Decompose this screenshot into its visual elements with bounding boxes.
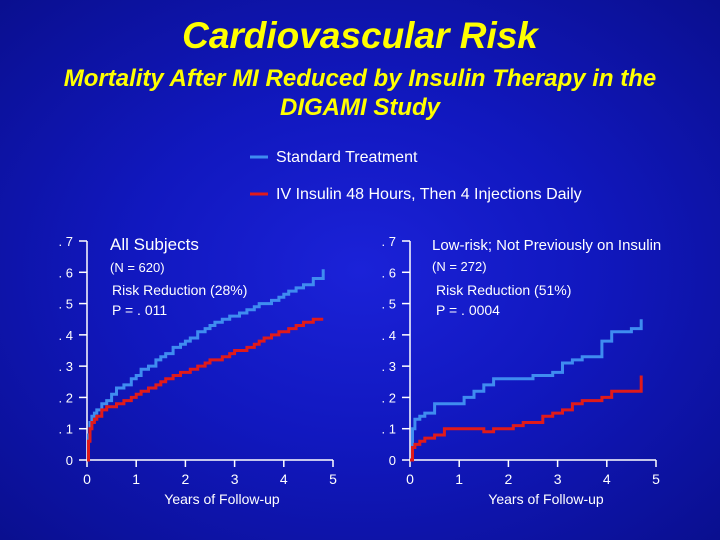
panel-title: Low-risk; Not Previously on Insulin: [432, 237, 661, 254]
x-tick-label: 0: [83, 471, 91, 487]
y-tick-label: . 7: [59, 234, 73, 249]
x-tick-label: 1: [132, 471, 140, 487]
x-tick-label: 2: [182, 471, 190, 487]
series-line-standard: [87, 269, 325, 462]
panel-n-label: (N = 620): [110, 260, 165, 275]
y-tick-label: . 2: [59, 390, 73, 405]
series-line-insulin: [87, 317, 324, 462]
panel-risk-reduction: Risk Reduction (28%): [112, 282, 247, 298]
series-line-insulin: [410, 375, 643, 462]
x-tick-label: 3: [231, 471, 239, 487]
panel-p-value: P = . 0004: [436, 302, 500, 318]
panel-p-value: P = . 011: [112, 302, 167, 318]
legend-label-insulin: IV Insulin 48 Hours, Then 4 Injections D…: [276, 186, 582, 203]
page-title: Cardiovascular Risk: [182, 15, 538, 56]
x-axis-label: Years of Follow-up: [488, 491, 604, 507]
x-tick-label: 5: [329, 471, 337, 487]
y-tick-label: . 3: [382, 359, 396, 374]
chart-panel-all-subjects: 0 . 1 . 2 . 3 . 4 . 5 . 6 . 7 0 1 2 3 4 5 All Subject…: [59, 234, 338, 507]
legend-label-standard: Standard Treatment: [276, 149, 418, 166]
x-tick-label: 5: [652, 471, 660, 487]
x-axis-label: Years of Follow-up: [164, 491, 280, 507]
y-tick-label: . 3: [59, 359, 73, 374]
x-tick-label: 4: [280, 471, 288, 487]
series-line-standard: [410, 319, 643, 462]
chart-panel-low-risk: 0 . 1 . 2 . 3 . 4 . 5 . 6 . 7 0 1 2 3 4 5 Low-risk; N…: [382, 234, 662, 507]
x-tick-label: 3: [554, 471, 562, 487]
y-tick-label: 0: [66, 453, 73, 468]
panel-title: All Subjects: [110, 235, 199, 254]
y-tick-label: . 2: [382, 390, 396, 405]
panel-risk-reduction: Risk Reduction (51%): [436, 282, 571, 298]
y-tick-label: . 6: [382, 265, 396, 280]
y-tick-label: 0: [389, 453, 396, 468]
x-tick-label: 2: [505, 471, 513, 487]
y-tick-label: . 7: [382, 234, 396, 249]
page-subtitle: Mortality After MI Reduced by Insulin Th…: [63, 65, 657, 121]
x-tick-label: 1: [455, 471, 463, 487]
y-tick-label: . 5: [382, 297, 396, 312]
x-tick-label: 4: [603, 471, 611, 487]
y-tick-label: . 1: [59, 422, 73, 437]
x-tick-label: 0: [406, 471, 414, 487]
chart-legend: Standard Treatment IV Insulin 48 Hours, …: [250, 149, 582, 203]
y-tick-label: . 1: [382, 422, 396, 437]
y-tick-label: . 4: [382, 328, 396, 343]
y-tick-label: . 4: [59, 328, 73, 343]
y-tick-label: . 6: [59, 265, 73, 280]
y-tick-label: . 5: [59, 297, 73, 312]
panel-n-label: (N = 272): [432, 259, 487, 274]
